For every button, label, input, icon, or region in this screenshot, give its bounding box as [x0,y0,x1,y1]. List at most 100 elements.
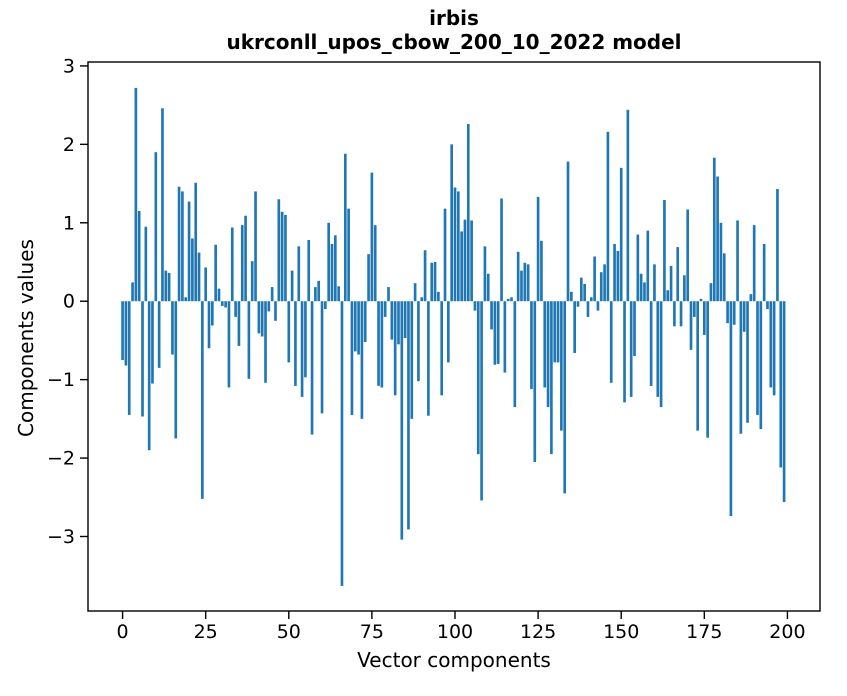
x-tick-label: 125 [520,621,556,643]
bar [476,301,480,455]
bar [626,109,630,302]
bar [211,301,214,326]
bar [579,277,583,302]
y-tick-label: −3 [47,526,75,548]
bar [437,291,440,302]
bar [536,196,540,302]
bar [583,283,586,302]
bar [520,270,523,302]
bar [523,262,527,302]
bar [649,301,653,386]
bar [546,301,550,408]
x-axis-label: Vector components [357,648,551,672]
bar [340,301,344,586]
bar [769,301,773,388]
bar [171,301,174,355]
bar [373,225,377,302]
bar [570,291,573,302]
bar [121,301,124,361]
bar [513,301,517,408]
bar [613,243,616,302]
bar [686,209,690,302]
bar [593,256,596,302]
bar [327,222,331,302]
bar [742,301,746,332]
bar [712,157,716,302]
bar [217,288,221,302]
bar [782,301,786,502]
bar [353,301,357,352]
bar [167,272,171,302]
bar [503,301,507,373]
bar [450,144,453,302]
bar [510,297,513,302]
bar [147,301,151,451]
bar [184,297,188,302]
bar [330,243,334,302]
bar [387,287,390,302]
bar [300,301,304,397]
bar [683,275,686,302]
bar [367,254,370,302]
bar [304,301,307,378]
bar [410,301,414,419]
bar [573,301,576,353]
bar [629,301,633,397]
axes-box [87,61,821,612]
bar [609,301,613,383]
bar [237,301,241,346]
bar [127,301,131,415]
bar [277,199,281,302]
x-tick-label: 150 [603,621,639,643]
bar [191,238,194,302]
bar [453,187,457,302]
bar [699,298,703,302]
bar [220,301,224,306]
bar [496,301,500,364]
x-tick-label: 0 [117,621,129,643]
bar [666,290,670,302]
bar [447,301,450,363]
bar [181,191,184,302]
bar [284,214,287,302]
bar [693,301,696,317]
bar [456,191,460,302]
bar [500,198,503,302]
bar [759,301,763,430]
bar [776,189,779,302]
bar [310,301,314,435]
bar [201,301,204,499]
x-tick-label: 50 [277,621,301,643]
bar [533,301,537,462]
bar [234,301,237,317]
bar [214,244,217,302]
bar [154,152,158,302]
bar [603,264,606,302]
y-tick-label: 2 [63,134,75,156]
x-tick-label: 75 [360,621,384,643]
bar [616,251,620,302]
bar [347,208,350,302]
bar [772,301,776,396]
bar [227,301,231,388]
bar [187,201,191,302]
bar [443,208,447,302]
bar [204,267,208,302]
bar [224,301,227,308]
bar [161,108,164,302]
bar [709,283,713,302]
bar [633,301,636,357]
bar [543,301,547,388]
bar [762,243,766,302]
bar [530,301,533,390]
bar [659,301,663,408]
bar [363,301,367,342]
bar [287,301,291,363]
bar [702,301,706,335]
bar [669,265,673,302]
bar [350,301,354,415]
bar [420,297,424,302]
bar [470,220,473,302]
